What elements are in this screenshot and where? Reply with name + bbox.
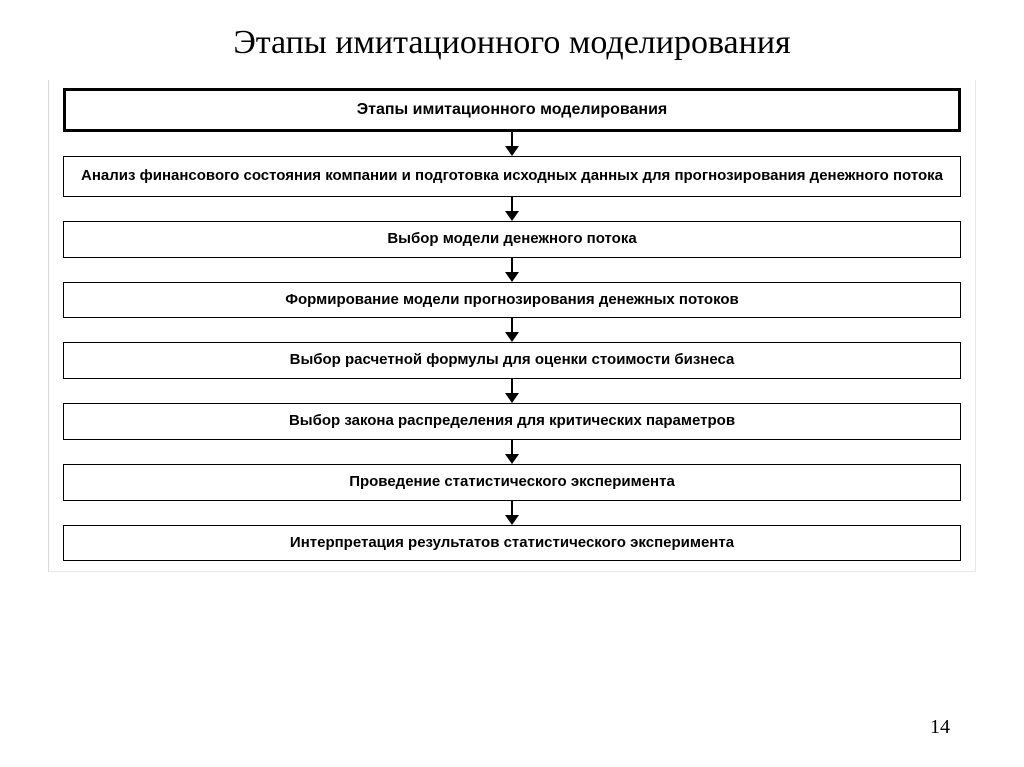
flow-node-header: Этапы имитационного моделирования: [63, 88, 961, 132]
arrow-down-icon: [502, 258, 522, 282]
page-title: Этапы имитационного моделирования: [0, 0, 1024, 80]
flow-node: Формирование модели прогнозирования дене…: [63, 282, 961, 319]
arrow-down-icon: [502, 440, 522, 464]
flow-node: Выбор закона распределения для критическ…: [63, 403, 961, 440]
flow-node: Интерпретация результатов статистическог…: [63, 525, 961, 562]
flow-node: Выбор расчетной формулы для оценки стоим…: [63, 342, 961, 379]
arrow-down-icon: [502, 197, 522, 221]
arrow-down-icon: [502, 318, 522, 342]
page-number: 14: [930, 716, 950, 739]
flowchart-column: Этапы имитационного моделирования Анализ…: [63, 88, 961, 561]
arrow-down-icon: [502, 379, 522, 403]
arrow-down-icon: [502, 501, 522, 525]
flow-node: Проведение статистического эксперимента: [63, 464, 961, 501]
flow-node: Анализ финансового состояния компании и …: [63, 156, 961, 197]
flowchart-container: Этапы имитационного моделирования Анализ…: [48, 80, 976, 572]
flow-node: Выбор модели денежного потока: [63, 221, 961, 258]
arrow-down-icon: [502, 132, 522, 156]
